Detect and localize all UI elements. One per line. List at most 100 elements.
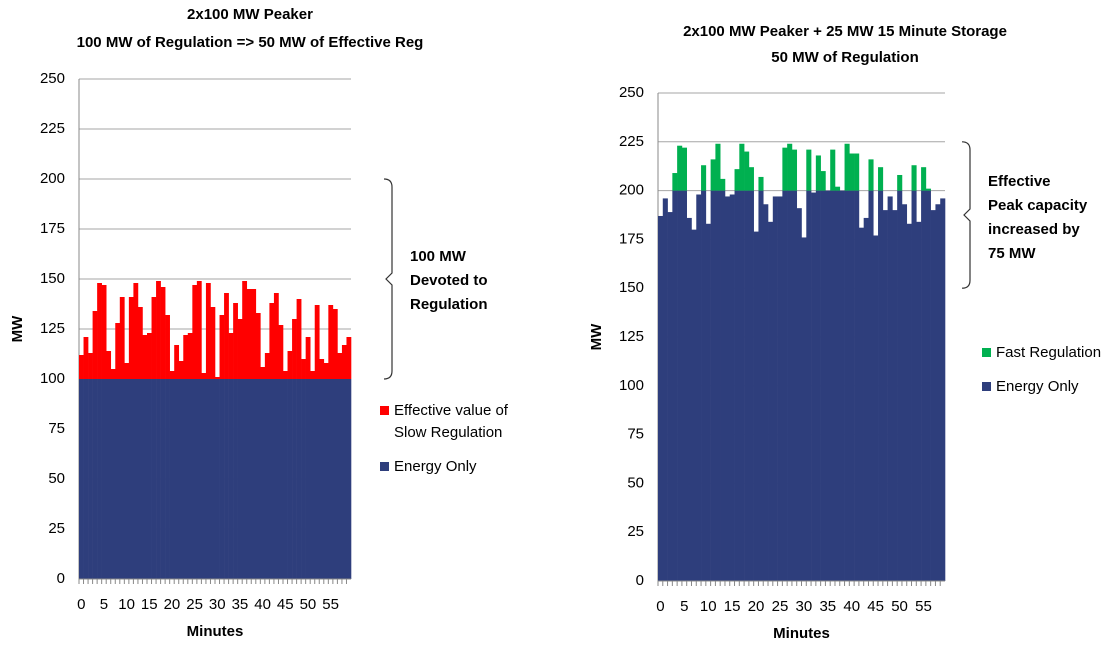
bar-segment bbox=[246, 379, 252, 579]
bar-segment bbox=[839, 190, 845, 581]
bar-segment bbox=[715, 190, 721, 581]
bar-segment bbox=[133, 379, 139, 579]
y-tick-label: 25 bbox=[48, 520, 65, 537]
annotation-line: Regulation bbox=[410, 296, 488, 313]
bar-segment bbox=[901, 204, 908, 581]
x-tick-label: 10 bbox=[118, 596, 135, 613]
bar-segment bbox=[264, 353, 270, 379]
bar-segment bbox=[724, 196, 731, 581]
bar-segment bbox=[233, 303, 238, 379]
bar-segment bbox=[255, 313, 261, 379]
bar-segment bbox=[772, 196, 778, 581]
bar-segment bbox=[115, 379, 121, 579]
bar-segment bbox=[183, 379, 189, 579]
bar-segment bbox=[868, 159, 874, 191]
legend-label: Energy Only bbox=[394, 458, 477, 475]
bar-segment bbox=[237, 379, 243, 579]
bar-segment bbox=[787, 143, 793, 191]
bar-segment bbox=[734, 190, 740, 581]
bar-segment bbox=[201, 379, 207, 579]
bar-segment bbox=[215, 377, 220, 379]
x-axis-title: Minutes bbox=[773, 625, 830, 642]
bar-segment bbox=[305, 379, 311, 579]
bar-segment bbox=[720, 178, 726, 191]
bar-segment bbox=[160, 379, 166, 579]
bar-segment bbox=[115, 323, 121, 379]
chart-title: 2x100 MW Peaker + 25 MW 15 Minute Storag… bbox=[683, 23, 1007, 40]
bar-segment bbox=[215, 379, 220, 579]
x-tick-label: 5 bbox=[680, 598, 688, 615]
legend-item: Fast Regulation bbox=[982, 342, 1117, 364]
bar-segment bbox=[935, 204, 941, 581]
bar-segment bbox=[174, 379, 180, 579]
bar-segment bbox=[873, 235, 879, 581]
bar-segment bbox=[106, 379, 112, 579]
bar-segment bbox=[925, 188, 931, 191]
x-tick-label: 30 bbox=[209, 596, 226, 613]
legend-item: Energy Only bbox=[982, 376, 1117, 398]
bar-segment bbox=[844, 190, 850, 581]
x-tick-label: 20 bbox=[164, 596, 181, 613]
bar-segment bbox=[677, 145, 683, 191]
bar-segment bbox=[834, 190, 841, 581]
bar-segment bbox=[88, 353, 93, 379]
bar-segment bbox=[301, 359, 306, 379]
bar-segment bbox=[667, 212, 673, 581]
bar-segment bbox=[787, 190, 793, 581]
bar-segment bbox=[791, 190, 798, 581]
x-tick-label: 0 bbox=[77, 596, 85, 613]
y-tick-label: 250 bbox=[619, 84, 644, 101]
annotation-line: 75 MW bbox=[988, 245, 1036, 262]
bar-segment bbox=[346, 379, 352, 579]
legend-label: Effective value of Slow Regulation bbox=[394, 402, 508, 441]
bar-segment bbox=[911, 165, 917, 191]
annotation-line: 100 MW bbox=[410, 248, 466, 265]
bar-segment bbox=[260, 367, 266, 379]
bar-segment bbox=[672, 173, 678, 191]
y-tick-label: 125 bbox=[619, 328, 644, 345]
bar-segment bbox=[662, 198, 668, 581]
bar-segment bbox=[763, 204, 769, 581]
bar-segment bbox=[319, 379, 325, 579]
bar-segment bbox=[696, 194, 702, 581]
bar-segment bbox=[88, 379, 93, 579]
bar-segment bbox=[192, 285, 198, 379]
bar-segment bbox=[269, 303, 275, 379]
bar-segment bbox=[310, 371, 316, 379]
bar-segment bbox=[278, 379, 284, 579]
x-tick-label: 40 bbox=[843, 598, 860, 615]
bar-segment bbox=[278, 325, 284, 379]
bar-segment bbox=[753, 231, 759, 582]
bar-segment bbox=[160, 287, 166, 379]
bar-segment bbox=[892, 210, 898, 581]
bar-segment bbox=[705, 223, 711, 581]
bar-segment bbox=[758, 190, 764, 581]
bar-segment bbox=[748, 190, 754, 581]
y-tick-label: 200 bbox=[40, 170, 65, 187]
x-tick-label: 40 bbox=[254, 596, 271, 613]
bar-segment bbox=[744, 151, 750, 191]
bar-segment bbox=[92, 311, 98, 379]
bar-segment bbox=[744, 190, 750, 581]
bar-segment bbox=[323, 379, 329, 579]
bar-segment bbox=[820, 190, 826, 581]
y-tick-label: 175 bbox=[619, 230, 644, 247]
bar-segment bbox=[701, 165, 707, 191]
x-tick-label: 50 bbox=[300, 596, 317, 613]
y-tick-label: 50 bbox=[48, 470, 65, 487]
legend: Fast Regulation Energy Only bbox=[982, 342, 1117, 410]
bar-segment bbox=[165, 315, 170, 379]
bar-segment bbox=[310, 379, 316, 579]
bar-segment bbox=[228, 333, 234, 379]
y-tick-label: 200 bbox=[619, 182, 644, 199]
legend-swatch bbox=[380, 462, 389, 471]
bar-segment bbox=[210, 307, 216, 379]
bar-segment bbox=[729, 194, 735, 581]
bar-segment bbox=[128, 297, 134, 379]
y-tick-label: 25 bbox=[627, 523, 644, 540]
bar-segment bbox=[110, 369, 116, 379]
bar-segment bbox=[672, 190, 678, 581]
bar-segment bbox=[106, 351, 112, 379]
bar-segment bbox=[830, 149, 836, 191]
